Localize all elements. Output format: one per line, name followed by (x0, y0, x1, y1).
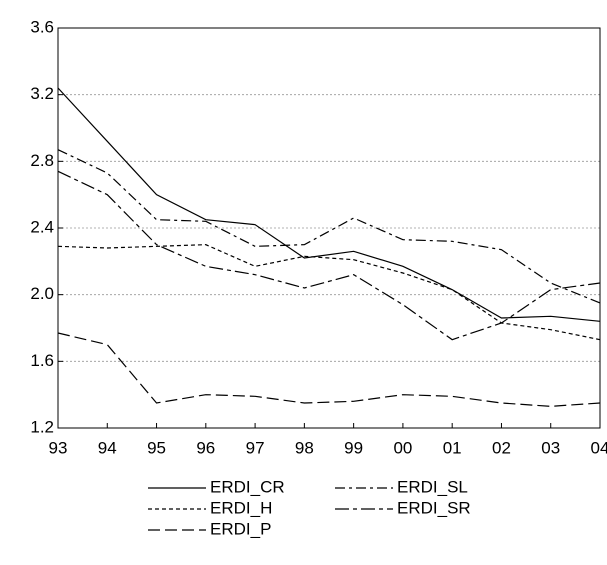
y-tick-label: 2.4 (30, 217, 54, 236)
y-tick-label: 2.8 (30, 151, 54, 170)
x-tick-label: 01 (443, 438, 462, 457)
x-tick-label: 98 (295, 438, 314, 457)
series-line (57, 244, 601, 341)
series-line (57, 332, 601, 407)
y-tick-label: 2.0 (30, 284, 54, 303)
x-tick-label: 99 (344, 438, 363, 457)
x-tick-label: 04 (591, 438, 607, 457)
x-tick-label: 97 (246, 438, 265, 457)
legend-label: ERDI_SL (397, 477, 468, 496)
x-tick-label: 93 (49, 438, 68, 457)
x-tick-label: 95 (147, 438, 166, 457)
x-tick-label: 00 (393, 438, 412, 457)
series-line (57, 149, 601, 304)
series-line (57, 87, 601, 322)
x-tick-label: 02 (492, 438, 511, 457)
legend-label: ERDI_H (210, 498, 272, 517)
y-tick-label: 1.2 (30, 417, 54, 436)
legend-label: ERDI_CR (210, 477, 285, 496)
x-tick-label: 96 (196, 438, 215, 457)
y-tick-label: 1.6 (30, 351, 54, 370)
x-tick-label: 03 (541, 438, 560, 457)
legend-label: ERDI_P (210, 519, 271, 538)
y-tick-label: 3.6 (30, 17, 54, 36)
plot-frame (57, 27, 601, 429)
series-line (57, 170, 601, 341)
x-tick-label: 94 (98, 438, 117, 457)
legend-label: ERDI_SR (397, 498, 471, 517)
y-tick-label: 3.2 (30, 84, 54, 103)
